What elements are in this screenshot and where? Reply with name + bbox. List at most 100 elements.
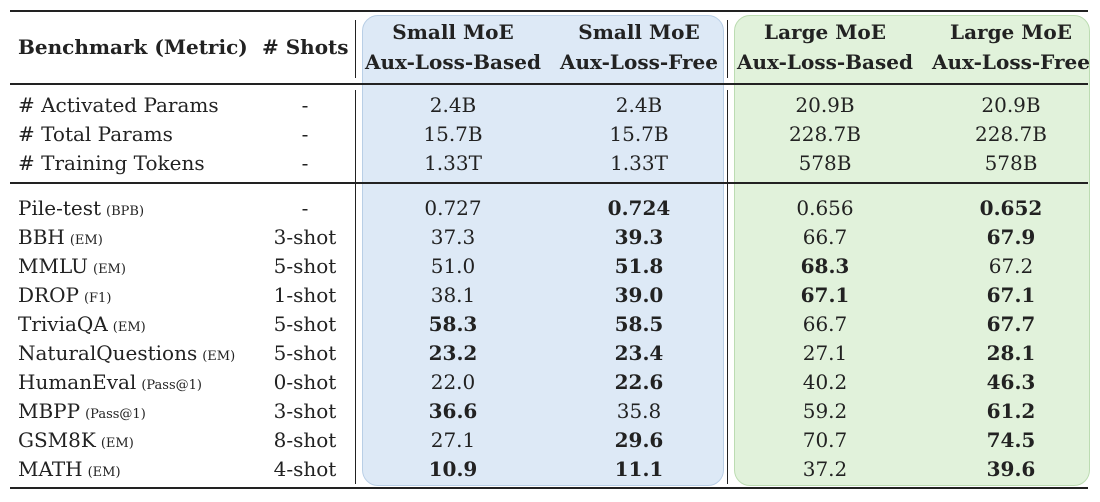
- row-shots: 3-shot: [273, 225, 337, 249]
- row-label: # Activated Params: [18, 91, 219, 119]
- row-label: BBH (EM): [18, 223, 103, 251]
- row-value-col-3: 578B: [798, 151, 852, 175]
- row-value-col-3: 40.2: [802, 370, 848, 394]
- row-name: BBH: [18, 225, 65, 249]
- header-divider-left: [355, 20, 356, 78]
- row-value-col-4: 67.2: [988, 254, 1034, 278]
- row-value-col-1: 27.1: [430, 428, 476, 452]
- row-value-col-1: 22.0: [430, 370, 476, 394]
- row-value-col-2: 22.6: [614, 370, 664, 394]
- row-shots: -: [301, 151, 309, 175]
- config-rule: [10, 182, 1088, 184]
- row-name: DROP: [18, 283, 79, 307]
- header-divider-mid: [727, 20, 728, 78]
- row-value-col-2: 11.1: [614, 457, 664, 481]
- row-value-col-2: 29.6: [614, 428, 664, 452]
- row-value-col-1: 36.6: [428, 399, 478, 423]
- column-header-3-line1: Large MoE: [764, 20, 886, 44]
- row-value-col-2: 39.0: [614, 283, 664, 307]
- row-shots: -: [301, 122, 309, 146]
- top-rule: [10, 10, 1088, 12]
- row-metric: (EM): [202, 349, 236, 364]
- row-label: GSM8K (EM): [18, 426, 134, 454]
- row-name: GSM8K: [18, 428, 96, 452]
- row-value-col-3: 59.2: [802, 399, 848, 423]
- row-value-col-1: 15.7B: [423, 122, 483, 146]
- row-value-col-4: 228.7B: [975, 122, 1047, 146]
- row-value-col-2: 2.4B: [615, 93, 663, 117]
- row-shots: 3-shot: [273, 399, 337, 423]
- row-name: HumanEval: [18, 370, 137, 394]
- row-value-col-3: 68.3: [800, 254, 850, 278]
- body-divider-mid: [727, 90, 728, 484]
- row-value-col-1: 1.33T: [424, 151, 482, 175]
- row-label: TriviaQA (EM): [18, 310, 146, 338]
- row-shots: 1-shot: [273, 283, 337, 307]
- column-header-1-line2: Aux-Loss-Based: [365, 50, 541, 74]
- row-metric: (EM): [69, 233, 103, 248]
- row-shots: -: [301, 196, 309, 220]
- row-label: HumanEval (Pass@1): [18, 368, 202, 396]
- row-shots: 0-shot: [273, 370, 337, 394]
- header-rule: [10, 83, 1088, 85]
- row-value-col-3: 228.7B: [789, 122, 861, 146]
- column-header-1-line1: Small MoE: [392, 20, 514, 44]
- row-name: # Training Tokens: [18, 151, 205, 175]
- row-value-col-4: 20.9B: [981, 93, 1041, 117]
- row-label: # Total Params: [18, 120, 173, 148]
- row-label: DROP (F1): [18, 281, 111, 309]
- row-value-col-3: 66.7: [802, 225, 848, 249]
- row-value-col-2: 39.3: [614, 225, 664, 249]
- row-value-col-4: 67.9: [986, 225, 1036, 249]
- row-value-col-3: 20.9B: [795, 93, 855, 117]
- row-value-col-3: 66.7: [802, 312, 848, 336]
- row-value-col-1: 2.4B: [429, 93, 477, 117]
- row-value-col-3: 37.2: [802, 457, 848, 481]
- row-shots: 5-shot: [273, 341, 337, 365]
- row-name: MBPP: [18, 399, 81, 423]
- benchmark-header: Benchmark (Metric): [18, 35, 248, 59]
- row-value-col-2: 0.724: [607, 196, 671, 220]
- row-name: Pile-test: [18, 196, 102, 220]
- row-name: MATH: [18, 457, 83, 481]
- row-metric: (EM): [93, 262, 126, 277]
- row-value-col-2: 51.8: [614, 254, 664, 278]
- row-value-col-1: 38.1: [430, 283, 476, 307]
- row-value-col-4: 39.6: [986, 457, 1036, 481]
- row-shots: 4-shot: [273, 457, 337, 481]
- row-label: MATH (EM): [18, 455, 121, 483]
- row-value-col-2: 58.5: [614, 312, 664, 336]
- row-metric: (EM): [87, 465, 121, 480]
- row-value-col-3: 0.656: [796, 196, 854, 220]
- row-value-col-4: 578B: [984, 151, 1038, 175]
- row-name: # Activated Params: [18, 93, 219, 117]
- row-name: # Total Params: [18, 122, 173, 146]
- row-value-col-4: 67.7: [986, 312, 1036, 336]
- shots-header: # Shots: [262, 35, 349, 59]
- column-header-2-line2: Aux-Loss-Free: [560, 50, 718, 74]
- row-shots: 8-shot: [273, 428, 337, 452]
- row-shots: -: [301, 93, 309, 117]
- row-label: MBPP (Pass@1): [18, 397, 146, 425]
- row-value-col-2: 1.33T: [610, 151, 668, 175]
- row-shots: 5-shot: [273, 254, 337, 278]
- row-value-col-4: 61.2: [986, 399, 1036, 423]
- row-value-col-2: 15.7B: [609, 122, 669, 146]
- column-header-4-line1: Large MoE: [950, 20, 1072, 44]
- row-value-col-4: 46.3: [986, 370, 1036, 394]
- column-header-3-line2: Aux-Loss-Based: [737, 50, 913, 74]
- row-value-col-1: 23.2: [428, 341, 478, 365]
- row-value-col-4: 74.5: [986, 428, 1036, 452]
- row-value-col-4: 28.1: [986, 341, 1036, 365]
- row-label: # Training Tokens: [18, 149, 205, 177]
- row-shots: 5-shot: [273, 312, 337, 336]
- row-value-col-2: 35.8: [616, 399, 662, 423]
- row-value-col-3: 27.1: [802, 341, 848, 365]
- row-metric: (Pass@1): [141, 378, 202, 393]
- small-moe-highlight-panel: [362, 15, 724, 486]
- row-metric: (EM): [100, 436, 134, 451]
- row-value-col-1: 51.0: [430, 254, 476, 278]
- row-metric: (Pass@1): [85, 407, 146, 422]
- row-metric: (EM): [112, 320, 146, 335]
- row-value-col-2: 23.4: [614, 341, 664, 365]
